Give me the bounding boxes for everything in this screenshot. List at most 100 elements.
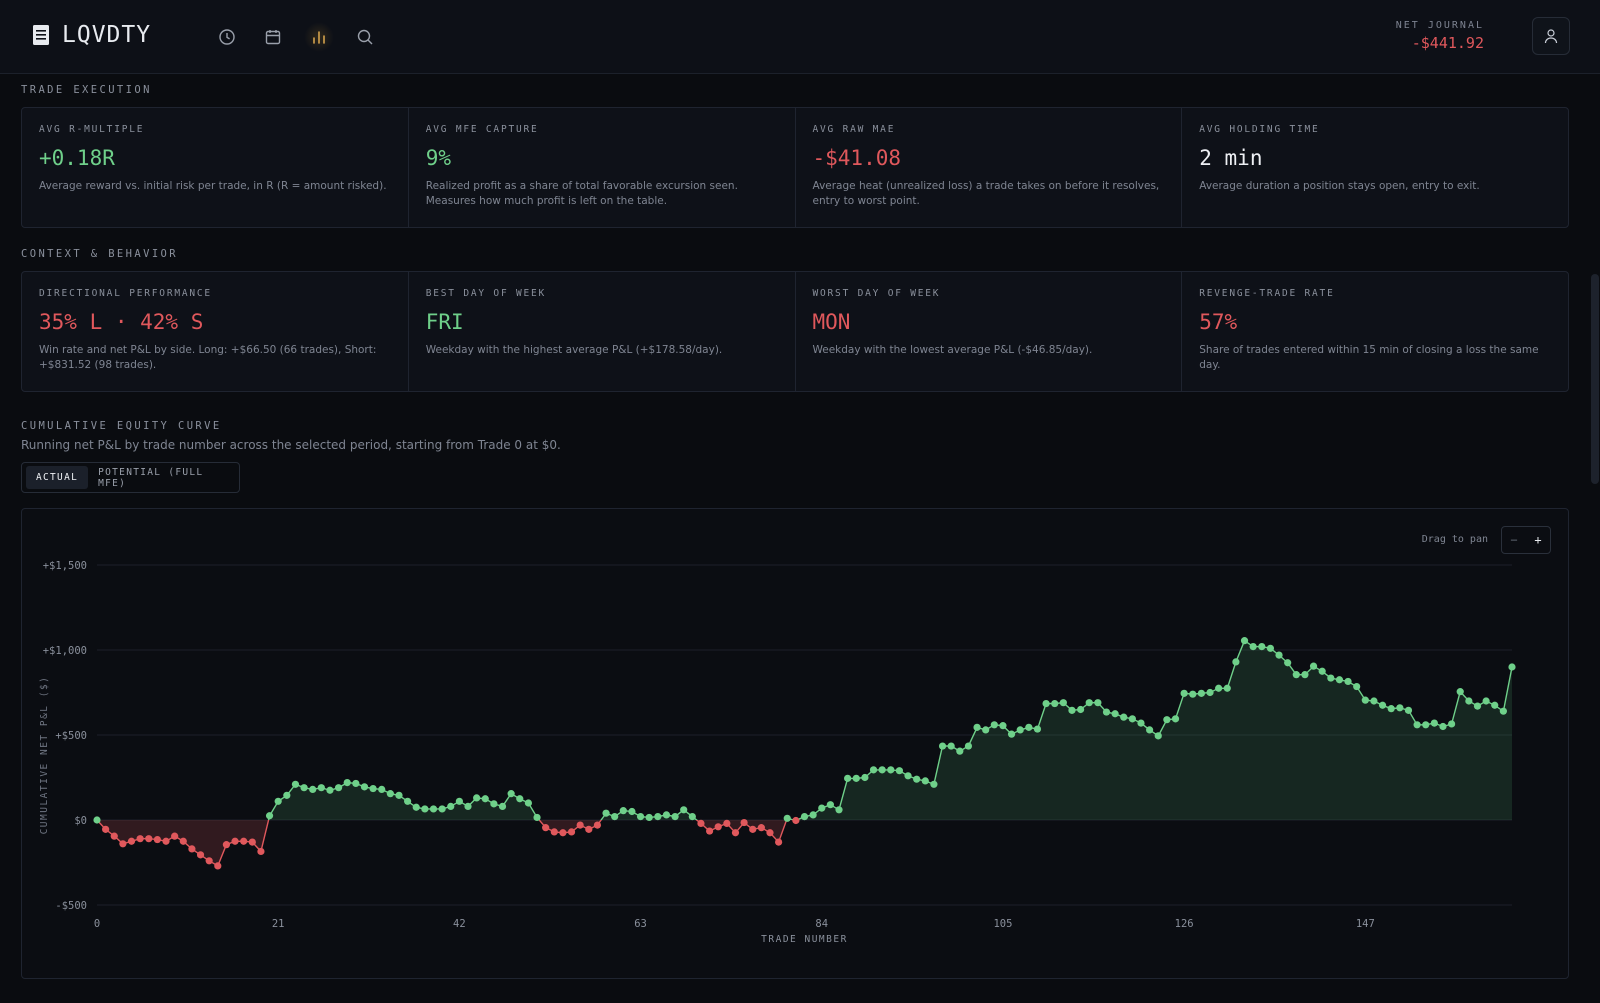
search-icon [357,29,373,45]
data-point [844,774,852,782]
x-tick-label: 105 [993,918,1012,930]
clock-icon [219,29,235,45]
data-point [395,791,403,799]
data-point [1465,697,1473,705]
data-point [999,722,1007,730]
data-point [343,779,351,787]
metric-value: 35% L · 42% S [39,310,204,334]
data-point [1491,701,1499,709]
data-point [1120,713,1128,721]
data-point [904,772,912,780]
equity-chart-panel[interactable]: Drag to pan − + +$1,500 +$1,000 +$500 $0 -$5… [21,508,1569,979]
data-point [153,835,161,844]
data-point [895,767,904,775]
data-point [524,799,533,807]
nav-analytics-button[interactable] [304,22,334,52]
metric-label: AVG MFE CAPTURE [425,124,539,135]
metric-label: BEST DAY OF WEEK [425,288,547,299]
data-point [136,835,144,843]
data-point [438,805,446,813]
data-point [1275,651,1283,659]
data-point [1378,701,1387,709]
data-point [1094,699,1102,707]
data-point [982,726,990,734]
data-point [1076,705,1085,714]
data-point [861,773,869,782]
data-point [921,777,929,785]
data-point [636,813,645,821]
metric-label: AVG HOLDING TIME [1199,124,1320,135]
data-point [412,803,420,811]
data-point [1059,699,1067,707]
scrollbar-thumb[interactable] [1591,274,1599,484]
data-point [913,775,921,783]
metric-label: AVG RAW MAE [812,124,896,135]
calendar-icon [265,30,281,45]
data-point [1249,643,1257,651]
data-point [1284,659,1292,667]
data-point [654,813,662,821]
metric-directional-performance: DIRECTIONAL PERFORMANCE 35% L · 42% S Wi… [22,272,409,391]
data-point [766,829,774,837]
data-point [1309,662,1318,670]
metric-label: REVENGE-TRADE RATE [1199,288,1335,299]
data-point [705,827,714,835]
data-point [1215,684,1223,692]
equity-chart[interactable]: +$1,500 +$1,000 +$500 $0 -$500 0 21 42 63 84 105 12… [22,509,1568,978]
metric-avg-holding-time: AVG HOLDING TIME 2 min Average duration … [1182,108,1568,227]
metric-value: -$41.08 [812,146,902,170]
x-tick-label: 21 [272,918,285,930]
data-point [938,742,947,750]
data-point [1128,715,1136,723]
data-point [593,821,602,829]
nav-search-button[interactable] [350,22,380,52]
data-point [498,802,507,810]
data-point [1206,688,1214,697]
data-point [429,805,438,813]
brand[interactable]: LQVDTY [32,22,151,48]
data-point [697,819,705,827]
equity-mode-toggle: ACTUAL POTENTIAL (FULL MFE) [21,462,240,493]
metric-value: 2 min [1199,146,1263,170]
zoom-out-button[interactable]: − [1510,533,1518,547]
data-point [602,809,610,817]
account-button[interactable] [1532,17,1570,55]
data-point [1068,706,1076,714]
nav-history-button[interactable] [212,22,242,52]
data-point [300,784,308,792]
data-point [1499,707,1507,715]
context-behavior-metrics: DIRECTIONAL PERFORMANCE 35% L · 42% S Wi… [21,271,1569,392]
toggle-potential[interactable]: POTENTIAL (FULL MFE) [98,466,204,489]
data-point [1335,676,1344,684]
data-point [145,835,153,843]
data-point [835,806,843,814]
page-scrollbar[interactable] [1590,74,1600,1003]
zoom-in-button[interactable]: + [1534,533,1542,547]
metric-description: Realized profit as a share of total favo… [425,180,738,207]
data-point [516,795,524,803]
data-point [334,784,343,792]
data-point [1482,697,1490,705]
data-point [1051,699,1059,708]
x-tick-label: 126 [1175,918,1194,930]
nav-calendar-button[interactable] [258,22,288,52]
toggle-actual[interactable]: ACTUAL [26,466,89,489]
metric-description: Weekday with the highest average P&L (+$… [425,344,723,356]
trade-execution-metrics: AVG R-MULTIPLE +0.18R Average reward vs.… [21,107,1569,228]
data-point [222,841,231,849]
data-point [826,801,834,809]
metric-avg-raw-mae: AVG RAW MAE -$41.08 Average heat (unreal… [796,108,1183,227]
data-point [1197,689,1205,697]
data-point [274,797,282,805]
data-point [1266,644,1275,652]
data-point [265,812,274,820]
data-point [317,784,325,792]
y-tick-label: $0 [74,815,87,827]
data-point [671,813,679,821]
net-journal-label: NET JOURNAL [1395,20,1484,31]
equity-curve-subtitle: Running net P&L by trade number across t… [21,438,561,452]
data-point [481,795,489,803]
data-point [464,802,472,810]
data-point [1292,671,1300,679]
metric-avg-mfe-capture: AVG MFE CAPTURE 9% Realized profit as a … [409,108,796,227]
